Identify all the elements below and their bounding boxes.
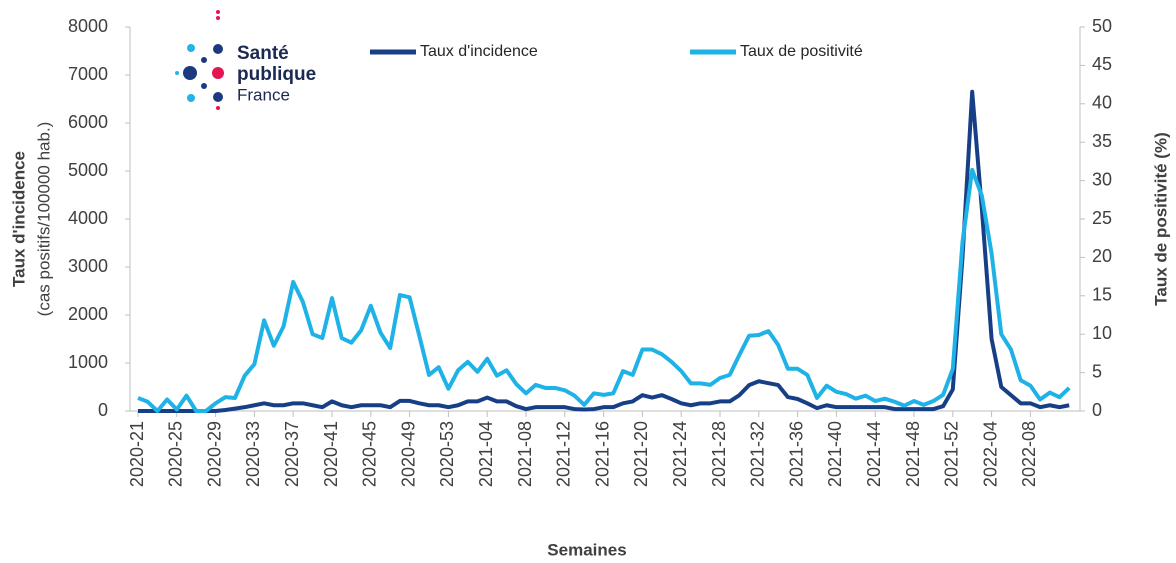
x-tick-label: 2020-41 bbox=[321, 421, 341, 487]
x-tick-label: 2020-25 bbox=[166, 421, 186, 487]
y2-tick-label: 35 bbox=[1092, 131, 1112, 151]
x-tick-label: 2021-52 bbox=[942, 421, 962, 487]
logo-text: France bbox=[237, 85, 290, 104]
x-tick-label: 2021-20 bbox=[631, 421, 651, 487]
y2-tick-label: 25 bbox=[1092, 208, 1112, 228]
x-tick-label: 2021-12 bbox=[554, 421, 574, 487]
x-tick-label: 2021-04 bbox=[476, 421, 496, 487]
y2-tick-label: 20 bbox=[1092, 246, 1112, 266]
x-tick-label: 2022-04 bbox=[980, 421, 1000, 487]
y-axis-title: (cas positifs/100000 hab.) bbox=[34, 122, 53, 317]
x-tick-label: 2021-44 bbox=[864, 421, 884, 487]
x-tick-label: 2022-08 bbox=[1019, 421, 1039, 487]
x-tick-label: 2020-45 bbox=[360, 421, 380, 487]
y-tick-label: 4000 bbox=[68, 208, 108, 228]
x-tick-label: 2020-49 bbox=[398, 421, 418, 487]
x-tick-label: 2020-21 bbox=[127, 421, 147, 487]
y2-tick-label: 15 bbox=[1092, 285, 1112, 305]
y-axis-title: Taux d'incidence bbox=[9, 151, 28, 287]
y-tick-label: 8000 bbox=[68, 16, 108, 36]
y2-tick-label: 10 bbox=[1092, 323, 1112, 343]
x-tick-label: 2021-16 bbox=[592, 421, 612, 487]
data-line bbox=[137, 167, 1071, 413]
y-tick-label: 7000 bbox=[68, 64, 108, 84]
x-tick-label: 2021-48 bbox=[903, 421, 923, 487]
legend-label: Taux de positivité bbox=[740, 43, 863, 60]
x-tick-label: 2021-28 bbox=[709, 421, 729, 487]
x-tick-label: 2021-40 bbox=[825, 421, 845, 487]
x-tick-label: 2020-37 bbox=[282, 421, 302, 487]
legend-label: Taux d'incidence bbox=[420, 43, 538, 60]
y-tick-label: 5000 bbox=[68, 160, 108, 180]
y2-axis-title: Taux de positivité (%) bbox=[1151, 132, 1170, 306]
x-tick-label: 2020-29 bbox=[204, 421, 224, 487]
y2-tick-label: 5 bbox=[1092, 361, 1102, 381]
y2-tick-label: 30 bbox=[1092, 169, 1112, 189]
y-tick-label: 0 bbox=[98, 400, 108, 420]
y-tick-label: 2000 bbox=[68, 304, 108, 324]
logo-text: Santé bbox=[237, 43, 289, 64]
y2-tick-label: 0 bbox=[1092, 400, 1102, 420]
x-tick-label: 2021-32 bbox=[748, 421, 768, 487]
x-tick-label: 2021-08 bbox=[515, 421, 535, 487]
y-tick-label: 3000 bbox=[68, 256, 108, 276]
y-tick-label: 1000 bbox=[68, 352, 108, 372]
y2-tick-label: 45 bbox=[1092, 54, 1112, 74]
x-axis-title: Semaines bbox=[547, 540, 626, 559]
x-tick-label: 2021-36 bbox=[786, 421, 806, 487]
logo: Santé publique France bbox=[175, 10, 316, 110]
x-tick-label: 2020-33 bbox=[243, 421, 263, 487]
y2-tick-label: 40 bbox=[1092, 93, 1112, 113]
x-tick-label: 2021-24 bbox=[670, 421, 690, 487]
x-tick-label: 2020-53 bbox=[437, 421, 457, 487]
data-line bbox=[138, 89, 1070, 413]
logo-text: publique bbox=[237, 64, 316, 85]
y2-tick-label: 50 bbox=[1092, 16, 1112, 36]
y-tick-label: 6000 bbox=[68, 112, 108, 132]
